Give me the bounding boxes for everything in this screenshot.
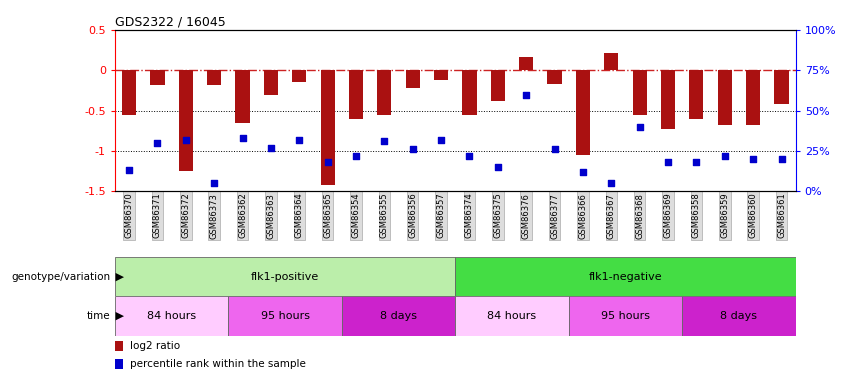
Bar [568, 296, 683, 336]
Point [406, 146, 420, 152]
Text: ▶: ▶ [112, 272, 124, 282]
Point [689, 159, 703, 165]
Point [746, 156, 760, 162]
Text: flk1-negative: flk1-negative [589, 272, 662, 282]
Bar [377, 70, 391, 115]
Bar [151, 70, 164, 85]
Bar [264, 70, 278, 94]
Text: 8 days: 8 days [721, 311, 757, 321]
Bar [519, 57, 534, 70]
Bar [604, 53, 619, 70]
Bar [122, 70, 136, 115]
Bar [774, 70, 789, 104]
Text: 8 days: 8 days [380, 311, 417, 321]
Point [718, 153, 732, 159]
Point [604, 180, 618, 186]
Point [179, 136, 192, 142]
Text: genotype/variation: genotype/variation [12, 272, 111, 282]
Point [661, 159, 675, 165]
Bar [632, 70, 647, 115]
Bar [349, 70, 363, 118]
Bar [547, 70, 562, 84]
Bar [406, 70, 420, 88]
Point [349, 153, 363, 159]
Bar [115, 359, 123, 369]
Point [491, 164, 505, 170]
Point [264, 145, 277, 151]
Point [123, 167, 136, 173]
Bar [683, 296, 796, 336]
Bar [717, 70, 732, 125]
Point [293, 136, 306, 142]
Bar [689, 70, 704, 118]
Bar [455, 296, 568, 336]
Bar [321, 70, 334, 185]
Point [548, 146, 562, 152]
Bar [115, 341, 123, 351]
Bar [179, 70, 193, 171]
Text: 95 hours: 95 hours [601, 311, 650, 321]
Bar [228, 296, 342, 336]
Bar [115, 257, 455, 296]
Bar [342, 296, 455, 336]
Point [151, 140, 164, 146]
Bar [115, 296, 228, 336]
Point [434, 136, 448, 142]
Bar [236, 70, 249, 123]
Point [519, 92, 533, 98]
Bar [292, 70, 306, 82]
Text: flk1-positive: flk1-positive [251, 272, 319, 282]
Point [378, 138, 391, 144]
Bar [207, 70, 221, 85]
Bar [434, 70, 448, 80]
Text: time: time [87, 311, 111, 321]
Text: percentile rank within the sample: percentile rank within the sample [130, 359, 306, 369]
Point [774, 156, 788, 162]
Text: 95 hours: 95 hours [260, 311, 310, 321]
Text: 84 hours: 84 hours [147, 311, 197, 321]
Point [463, 153, 477, 159]
Bar [576, 70, 590, 155]
Point [633, 124, 647, 130]
Bar [491, 70, 505, 101]
Text: GDS2322 / 16045: GDS2322 / 16045 [115, 16, 226, 29]
Bar [661, 70, 675, 129]
Bar [455, 257, 796, 296]
Text: log2 ratio: log2 ratio [130, 341, 180, 351]
Point [236, 135, 249, 141]
Text: ▶: ▶ [112, 311, 124, 321]
Point [321, 159, 334, 165]
Bar [462, 70, 477, 115]
Text: 84 hours: 84 hours [488, 311, 537, 321]
Bar [746, 70, 760, 125]
Point [576, 169, 590, 175]
Point [208, 180, 221, 186]
